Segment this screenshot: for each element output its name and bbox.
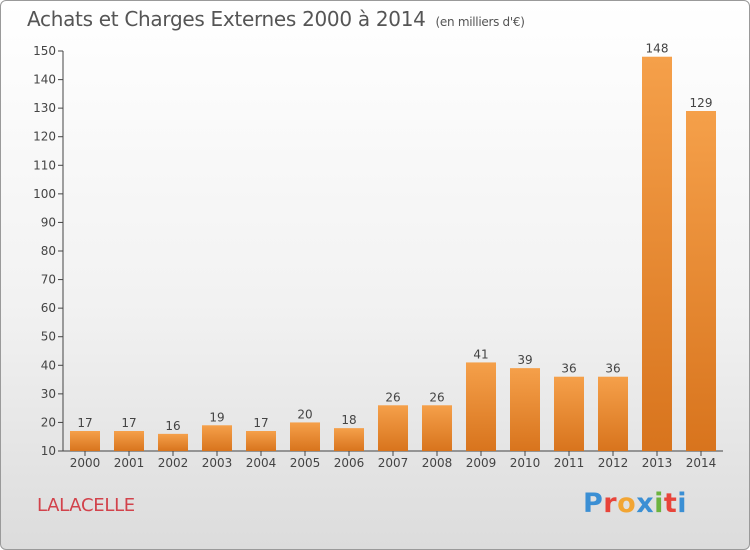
x-tick-label: 2001: [114, 456, 145, 470]
bar: [378, 405, 408, 451]
y-tick-label: 120: [33, 130, 56, 144]
data-label: 129: [690, 96, 713, 110]
x-tick-label: 2002: [158, 456, 189, 470]
logo-letter: o: [617, 488, 637, 519]
x-tick-label: 2014: [686, 456, 717, 470]
bar: [290, 422, 320, 451]
bars: [70, 56, 716, 451]
y-tick-label: 10: [41, 444, 56, 458]
data-label: 148: [646, 42, 669, 56]
x-tick-label: 2007: [378, 456, 409, 470]
proxiti-logo[interactable]: Proxiti: [583, 488, 687, 519]
y-tick-label: 100: [33, 187, 56, 201]
y-tick-label: 90: [41, 215, 56, 229]
data-label: 36: [605, 362, 620, 376]
x-tick-label: 2005: [290, 456, 321, 470]
data-label: 26: [385, 390, 400, 404]
bar: [422, 405, 452, 451]
y-tick-label: 70: [41, 273, 56, 287]
x-tick-label: 2013: [642, 456, 673, 470]
bar: [598, 376, 628, 451]
data-label: 17: [121, 416, 136, 430]
x-tick-label: 2009: [466, 456, 497, 470]
data-label: 16: [165, 419, 180, 433]
y-tick-label: 130: [33, 101, 56, 115]
data-label: 20: [297, 407, 312, 421]
logo-letter: t: [663, 488, 678, 519]
data-label: 18: [341, 413, 356, 427]
data-label: 17: [77, 416, 92, 430]
bar: [554, 376, 584, 451]
data-label: 26: [429, 390, 444, 404]
value-labels: 17 17 16 19 17 20 18 26 26 41 39 36 36 148 129: [77, 42, 712, 433]
logo-letter: r: [603, 488, 618, 519]
bar: [510, 368, 540, 451]
bar: [70, 431, 100, 451]
chart-title: Achats et Charges Externes 2000 à 2014 (e…: [27, 7, 525, 31]
bar: [158, 433, 188, 451]
y-tick-label: 80: [41, 244, 56, 258]
y-tick-label: 140: [33, 73, 56, 87]
bar: [334, 428, 364, 451]
y-tick-label: 30: [41, 387, 56, 401]
logo-letter: i: [654, 488, 664, 519]
data-label: 36: [561, 362, 576, 376]
x-tick-label: 2011: [554, 456, 585, 470]
logo-letter: P: [583, 488, 604, 519]
y-tick-label: 40: [41, 358, 56, 372]
data-label: 19: [209, 410, 224, 424]
bar: [246, 431, 276, 451]
x-tick-label: 2004: [246, 456, 277, 470]
data-label: 41: [473, 347, 488, 361]
y-tick-label: 60: [41, 301, 56, 315]
x-tick-label: 2006: [334, 456, 365, 470]
y-tick-label: 150: [33, 44, 56, 58]
bar: [202, 425, 232, 451]
data-label: 39: [517, 353, 532, 367]
x-tick-label: 2000: [70, 456, 101, 470]
axes: 10 20 30 40 50 60 70 80 90 100 110 120 130 140 150 2000…: [33, 44, 723, 470]
y-tick-label: 20: [41, 415, 56, 429]
x-tick-label: 2003: [202, 456, 233, 470]
bar: [114, 431, 144, 451]
bar: [686, 111, 716, 451]
bar: [466, 362, 496, 451]
y-tick-label: 110: [33, 158, 56, 172]
x-tick-label: 2008: [422, 456, 453, 470]
chart-subtitle: (en milliers d'€): [435, 15, 525, 29]
x-tick-label: 2012: [598, 456, 629, 470]
bar: [642, 56, 672, 451]
title-text: Achats et Charges Externes 2000 à 2014: [27, 7, 426, 31]
y-tick-label: 50: [41, 330, 56, 344]
logo-letter: x: [636, 488, 655, 519]
x-tick-label: 2010: [510, 456, 541, 470]
commune-name: LALACELLE: [37, 495, 135, 516]
logo-letter: i: [677, 488, 688, 519]
data-label: 17: [253, 416, 268, 430]
